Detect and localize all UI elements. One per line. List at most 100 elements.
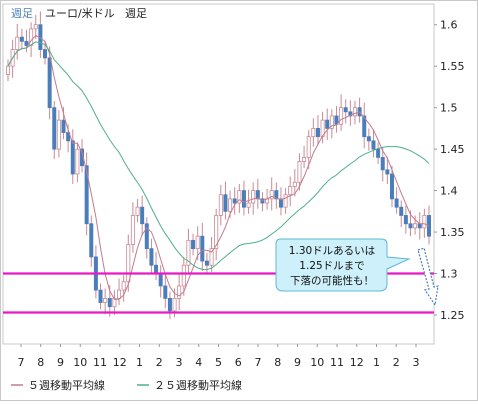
- candle-body: [140, 206, 145, 225]
- x-tick-label: 10: [73, 356, 87, 369]
- candle-body: [195, 235, 200, 250]
- x-tick-label: 2: [156, 356, 163, 369]
- candle-body: [149, 248, 154, 266]
- candle-body: [98, 289, 103, 303]
- candle-body: [339, 107, 344, 125]
- candle-body: [204, 260, 209, 266]
- legend-ma25-label: ２５週移動平均線: [154, 378, 242, 392]
- down-arrow: [417, 247, 439, 307]
- candle-body: [214, 215, 219, 250]
- candle-body: [376, 148, 381, 158]
- candle-body: [158, 273, 163, 287]
- candle-body: [126, 244, 131, 283]
- candle-body: [302, 157, 307, 162]
- candle-body: [107, 297, 112, 308]
- candle-body: [403, 215, 408, 225]
- candle-body: [200, 235, 205, 262]
- x-tick-label: 11: [330, 356, 344, 369]
- candle-body: [66, 132, 71, 142]
- candle-body: [325, 119, 330, 129]
- candle-body: [246, 202, 251, 208]
- candle-body: [218, 194, 223, 216]
- candle-body: [33, 24, 38, 30]
- y-tick-label: 1.4: [440, 185, 458, 198]
- plot-area: [2, 3, 435, 345]
- callout-line-1: 1.30ドルあるいは: [289, 245, 375, 257]
- candle-body: [186, 239, 191, 266]
- x-tick-label: 12: [350, 356, 364, 369]
- candle-body: [172, 297, 177, 312]
- candle-body: [191, 239, 196, 250]
- x-tick-label: 6: [235, 356, 242, 369]
- x-tick-label: 10: [310, 356, 324, 369]
- candle-body: [47, 57, 52, 109]
- candle-body: [19, 36, 24, 42]
- callout-bubble: [275, 238, 411, 292]
- candle-body: [130, 215, 135, 245]
- candle-body: [163, 285, 168, 299]
- x-tick-label: 1: [373, 356, 380, 369]
- candle-body: [274, 190, 279, 200]
- legend: ５週移動平均線 ２５週移動平均線: [11, 378, 242, 392]
- x-tick-label: 3: [176, 356, 183, 369]
- candle-body: [343, 107, 348, 113]
- candle-body: [366, 136, 371, 142]
- candle-body: [255, 190, 260, 200]
- candle-body: [144, 223, 149, 250]
- candle-body: [103, 297, 108, 303]
- candle-body: [311, 127, 316, 138]
- candle-body: [75, 148, 80, 175]
- y-axis-ticks: 1.6 1.55 1.5 1.45 1.4 1.35 1.3 1.25: [434, 19, 465, 322]
- x-tick-label: 7: [255, 356, 262, 369]
- candle-body: [237, 190, 242, 204]
- candle-body: [154, 264, 159, 274]
- candle-body: [288, 186, 293, 196]
- x-tick-label: 9: [294, 356, 301, 369]
- legend-ma5-label: ５週移動平均線: [28, 378, 105, 392]
- x-tick-label: 3: [413, 356, 420, 369]
- candle-body: [121, 281, 126, 291]
- candle-body: [292, 181, 297, 187]
- candle-body: [399, 206, 404, 216]
- candle-body: [389, 173, 394, 200]
- candle-body: [177, 285, 182, 299]
- callout-line-3: 下落の可能性も！: [290, 274, 374, 287]
- y-tick-label: 1.55: [440, 60, 465, 73]
- candle-body: [422, 215, 427, 229]
- x-tick-label: 7: [18, 356, 25, 369]
- candle-body: [209, 248, 214, 266]
- x-tick-label: 8: [37, 356, 44, 369]
- candle-body: [24, 40, 29, 46]
- candle-body: [283, 194, 288, 208]
- candles: [6, 11, 431, 320]
- candle-body: [278, 198, 283, 208]
- forecast-callout: 1.30ドルあるいは 1.25ドルまで 下落の可能性も！: [275, 238, 411, 292]
- period-badge[interactable]: 週足: [11, 7, 33, 20]
- y-tick-label: 1.3: [440, 268, 458, 281]
- candle-body: [329, 115, 334, 129]
- candle-body: [29, 28, 34, 46]
- x-tick-label: 8: [274, 356, 281, 369]
- candle-body: [15, 36, 20, 51]
- candle-body: [61, 119, 66, 133]
- candle-body: [408, 223, 413, 229]
- candle-body: [181, 264, 186, 287]
- ma5-line: [7, 34, 430, 300]
- candle-body: [89, 223, 94, 258]
- candle-body: [6, 65, 11, 75]
- chart-title-period: 週足: [125, 7, 147, 20]
- candle-body: [413, 223, 418, 229]
- candle-body: [84, 165, 89, 225]
- candle-body: [380, 157, 385, 171]
- x-tick-label: 12: [113, 356, 127, 369]
- candle-body: [352, 107, 357, 117]
- x-tick-label: 4: [195, 356, 202, 369]
- candle-body: [228, 198, 233, 212]
- candle-body: [394, 198, 399, 208]
- candle-body: [52, 107, 57, 150]
- x-axis-ticks: 7 8 9 10 11 12 1 2 3 4 5 6 7 8 9 10 11 12 1 2 3: [18, 344, 420, 369]
- x-tick-label: 5: [215, 356, 222, 369]
- candle-body: [117, 289, 122, 299]
